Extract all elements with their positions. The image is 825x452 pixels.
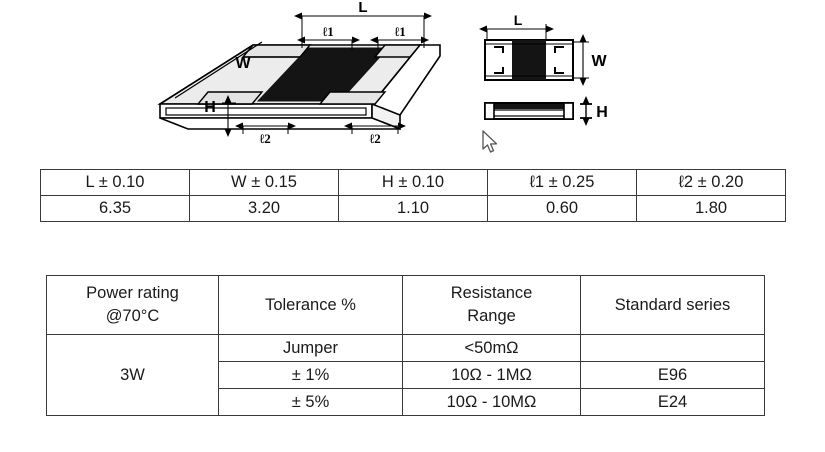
dimension-label-H-side-view: H [596,104,608,121]
dimension-value-H: 1.10 [338,195,488,222]
drawing-svg: L ℓ1 ℓ1 W H ℓ2 ℓ2 [157,0,608,146]
dimension-label-W-top-view: W [591,53,607,70]
dimension-label-l1-left: ℓ1 [321,24,333,39]
header-resistance-line2: Range [467,307,516,325]
value-power-rating: 3W [46,334,219,416]
table-row-tolerance-5pct: ± 5% 10Ω - 10MΩ E24 [47,388,765,416]
value-tolerance-jumper: Jumper [218,334,403,362]
value-resistance-jumper: <50mΩ [402,334,581,362]
dimension-label-L: L [358,0,367,16]
dimension-header-W: W ± 0.15 [189,169,339,196]
header-standard-series: Standard series [580,275,765,335]
dimension-label-H: H [204,99,216,116]
dimension-value-l2: 1.80 [636,195,786,222]
value-tolerance-5pct: ± 5% [218,388,403,416]
header-resistance-line1: Resistance [450,284,533,302]
dimension-label-W: W [235,55,251,72]
dimension-label-l2-left: ℓ2 [258,131,270,146]
header-power-rating-line1: Power rating [86,284,179,302]
dimension-header-l1: ℓ1 ± 0.25 [487,169,637,196]
value-resistance-5pct: 10Ω - 10MΩ [402,388,581,416]
value-series-jumper [580,334,765,362]
electrical-specification-table: Power rating @70°C Tolerance % Resistanc… [46,275,765,416]
dimension-value-W: 3.20 [189,195,339,222]
side-profile-view: H [484,96,608,126]
table-row-jumper: 3W Jumper <50mΩ [46,334,765,416]
dimension-table: L ± 0.10 W ± 0.15 H ± 0.10 ℓ1 ± 0.25 ℓ2 … [40,169,786,222]
isometric-chip-resistor-view: L ℓ1 ℓ1 W H ℓ2 ℓ2 [157,0,441,146]
table-row-headers: Power rating @70°C Tolerance % Resistanc… [46,275,765,335]
top-plan-view: L W [479,12,607,86]
header-power-rating-line2: @70°C [105,307,160,325]
dimension-header-l2: ℓ2 ± 0.20 [636,169,786,196]
header-standard-series-line1: Standard series [614,295,731,314]
dimension-label-l1-right: ℓ1 [393,24,405,39]
technical-drawing: L ℓ1 ℓ1 W H ℓ2 ℓ2 [0,0,825,160]
dimension-value-l1: 0.60 [487,195,637,222]
dimension-header-L: L ± 0.10 [40,169,190,196]
value-series-5pct: E24 [580,388,765,416]
table-row-headers: L ± 0.10 W ± 0.15 H ± 0.10 ℓ1 ± 0.25 ℓ2 … [40,169,786,196]
header-tolerance-line1: Tolerance % [265,295,356,314]
dimension-header-H: H ± 0.10 [338,169,488,196]
value-series-1pct: E96 [580,361,765,389]
header-resistance-range: Resistance Range [402,275,581,335]
table-row-tolerance-1pct: ± 1% 10Ω - 1MΩ E96 [47,361,765,389]
dimension-label-l2-right: ℓ2 [368,131,380,146]
value-resistance-1pct: 10Ω - 1MΩ [402,361,581,389]
dimension-value-L: 6.35 [40,195,190,222]
header-power-rating: Power rating @70°C [46,275,219,335]
dimension-label-L-top-view: L [514,12,523,28]
value-tolerance-1pct: ± 1% [218,361,403,389]
table-row-values: 6.35 3.20 1.10 0.60 1.80 [40,195,786,222]
header-tolerance: Tolerance % [218,275,403,335]
